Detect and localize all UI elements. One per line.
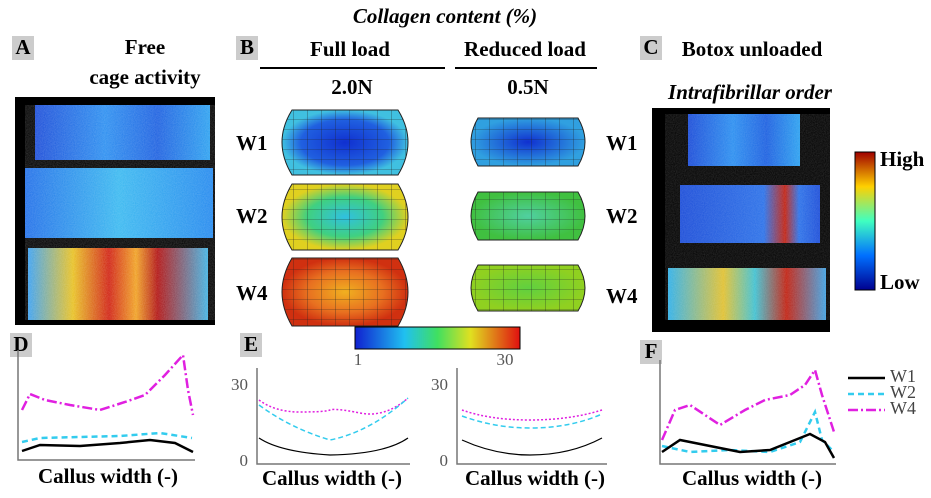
curve-w4	[662, 370, 834, 440]
week-label: W2	[606, 204, 638, 228]
legend-label: W4	[890, 398, 916, 418]
panel-title: Free	[125, 35, 165, 59]
x-axis-label: Callus width (-)	[38, 464, 178, 488]
week-label: W1	[606, 131, 638, 155]
axis	[660, 360, 836, 464]
week-label: W2	[236, 204, 268, 228]
column-title: Full load	[310, 37, 390, 61]
curve-w1	[662, 434, 834, 458]
curve-w4	[22, 355, 193, 415]
curve-w2	[662, 412, 834, 452]
axis	[457, 368, 607, 464]
figure-title: Collagen content (%)	[353, 4, 537, 28]
x-axis-label: Callus width (-)	[465, 466, 605, 490]
curve-w2	[259, 398, 408, 440]
curve-w1	[462, 438, 602, 455]
curve-w2	[22, 433, 192, 442]
week-label: W4	[606, 284, 638, 308]
colorbar-label: 1	[354, 350, 363, 369]
panel-letter: F	[645, 339, 658, 363]
colorbar	[855, 152, 875, 290]
y-tick-label: 30	[231, 375, 248, 394]
panel-letter: A	[15, 35, 31, 59]
fe-model-reduced	[471, 118, 585, 311]
microscopy-image	[15, 97, 215, 325]
curve-w4	[259, 398, 408, 414]
fe-model-full	[282, 110, 408, 326]
panel-subtitle: Intrafibrillar order	[667, 80, 833, 104]
curve-w4	[462, 410, 602, 420]
week-label: W4	[236, 281, 268, 305]
y-tick-label: 0	[240, 451, 249, 470]
microscopy-image	[652, 108, 830, 332]
panel-letter: C	[643, 35, 658, 59]
x-axis-label: Callus width (-)	[262, 466, 402, 490]
panel-letter: D	[13, 332, 28, 356]
colorbar	[355, 327, 520, 349]
load-value: 2.0N	[331, 75, 372, 99]
panel-letter: E	[244, 332, 258, 356]
column-title: Reduced load	[464, 37, 586, 61]
y-tick-label: 0	[440, 451, 449, 470]
colorbar-label: Low	[880, 270, 921, 294]
x-axis-label: Callus width (-)	[682, 466, 822, 490]
curve-w1	[22, 440, 193, 452]
panel-title: Botox unloaded	[682, 37, 823, 61]
panel-title: cage activity	[89, 65, 201, 89]
colorbar-label: 30	[497, 350, 514, 369]
axis	[257, 368, 410, 464]
curve-w1	[259, 438, 408, 455]
load-value: 0.5N	[507, 75, 548, 99]
legend: W1 W2 W4	[848, 366, 916, 418]
week-label: W1	[236, 131, 268, 155]
y-tick-label: 30	[431, 375, 448, 394]
colorbar-label: High	[880, 147, 925, 171]
figure: Collagen content (%) A Free cage activit…	[0, 0, 931, 498]
panel-letter: B	[240, 35, 254, 59]
